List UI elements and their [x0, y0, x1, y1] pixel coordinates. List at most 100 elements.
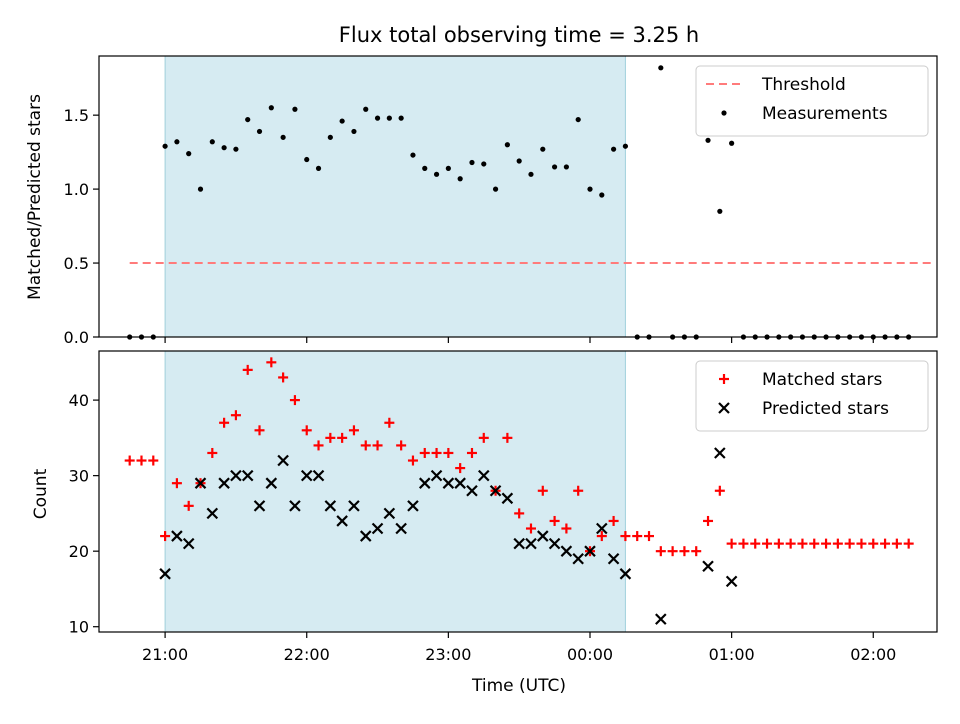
matched-star-point — [502, 432, 513, 443]
measurement-point — [197, 186, 204, 192]
measurement-point — [540, 146, 546, 152]
matched-star-point — [880, 538, 891, 549]
predicted-star-point — [312, 469, 325, 482]
predicted-star-point — [277, 454, 289, 467]
matched-star-point — [219, 417, 230, 428]
measurement-point — [622, 143, 629, 149]
matched-star-point — [136, 455, 147, 466]
measurement-point — [611, 146, 617, 152]
measurement-point — [504, 142, 510, 148]
matched-star-point — [537, 485, 548, 496]
matched-star-point — [679, 546, 690, 557]
predicted-star-point — [619, 568, 632, 580]
matched-star-point — [821, 538, 832, 549]
y-tick-label: 30 — [69, 467, 89, 486]
x-axis-label: Time (UTC) — [471, 676, 566, 696]
predicted-star-point — [324, 500, 337, 512]
x-tick-label: 23:00 — [425, 645, 471, 664]
predicted-star-point — [477, 469, 490, 482]
predicted-star-point — [359, 530, 372, 542]
predicted-star-point — [537, 530, 549, 542]
matched-star-point — [301, 425, 312, 436]
x-tick-label: 21:00 — [142, 645, 188, 664]
matched-star-point — [856, 538, 867, 549]
matched-star-point — [549, 515, 560, 526]
predicted-star-point — [171, 530, 183, 542]
legend-matched-swatch — [719, 374, 729, 384]
measurement-point — [410, 152, 416, 158]
predicted-star-point — [430, 469, 443, 482]
matched-star-point — [844, 538, 855, 549]
predicted-star-point — [501, 492, 514, 505]
matched-star-point — [348, 425, 359, 436]
measurement-point — [351, 128, 357, 135]
matched-star-point — [443, 447, 454, 458]
y-tick-label: 1.5 — [64, 106, 89, 125]
matched-star-point — [655, 546, 666, 557]
legend-predicted-swatch — [718, 402, 730, 414]
matched-star-point — [230, 410, 241, 421]
measurement-point — [717, 208, 723, 214]
predicted-star-point — [395, 522, 407, 535]
matched-star-point — [278, 372, 289, 383]
measurement-point — [599, 192, 605, 198]
predicted-star-point — [182, 537, 195, 550]
predicted-star-point — [230, 469, 242, 482]
predicted-star-point — [418, 477, 431, 489]
measurement-point — [658, 65, 664, 71]
predicted-star-point — [253, 500, 266, 512]
chart-title: Flux total observing time = 3.25 h — [339, 23, 699, 47]
measurement-point — [339, 118, 345, 124]
matched-star-point — [171, 478, 182, 489]
measurement-point — [705, 137, 711, 143]
predicted-star-point — [289, 500, 301, 512]
matched-star-point — [785, 538, 796, 549]
axes-frame — [98, 350, 938, 633]
measurement-point — [162, 143, 168, 149]
measurement-point — [398, 115, 404, 121]
measurement-point — [587, 186, 593, 192]
measurement-point — [174, 139, 180, 145]
predicted-star-point — [300, 469, 313, 482]
legend-box — [695, 360, 929, 432]
matched-star-point — [431, 447, 442, 458]
predicted-star-point — [466, 484, 478, 497]
predicted-star-point — [454, 477, 466, 489]
measurement-point — [729, 140, 735, 146]
matched-star-point — [419, 447, 430, 458]
matched-star-point — [266, 357, 277, 368]
predicted-star-point — [383, 507, 396, 520]
matched-star-point — [809, 538, 820, 549]
predicted-star-point — [725, 575, 738, 588]
measurement-point — [186, 151, 192, 157]
matched-star-point — [183, 500, 194, 511]
legend-label: Threshold — [761, 75, 846, 95]
matched-star-point — [608, 515, 619, 526]
matched-star-point — [313, 440, 324, 451]
measurement-point — [292, 106, 298, 112]
predicted-star-point — [655, 613, 667, 625]
measurement-point — [268, 105, 274, 111]
matched-star-point — [207, 447, 218, 458]
measurement-point — [209, 139, 215, 145]
measurement-point — [233, 146, 239, 152]
bottom-y-axis-label: Count — [31, 468, 51, 519]
predicted-star-point — [548, 537, 561, 550]
measurement-point — [221, 145, 227, 151]
matched-star-point — [384, 417, 395, 428]
matched-star-point — [596, 531, 607, 542]
predicted-star-point — [194, 477, 207, 489]
matched-star-point — [738, 538, 749, 549]
y-tick-label: 10 — [69, 618, 89, 637]
matched-star-point — [254, 425, 265, 436]
measurement-point — [469, 159, 475, 166]
matched-star-point — [691, 546, 702, 557]
matched-star-point — [148, 455, 159, 466]
matched-star-point — [407, 455, 418, 466]
observing-span — [165, 56, 626, 337]
legend-measurement-swatch — [721, 110, 727, 116]
measurement-point — [256, 128, 263, 135]
predicted-star-point — [241, 469, 254, 482]
predicted-star-point — [560, 545, 573, 557]
